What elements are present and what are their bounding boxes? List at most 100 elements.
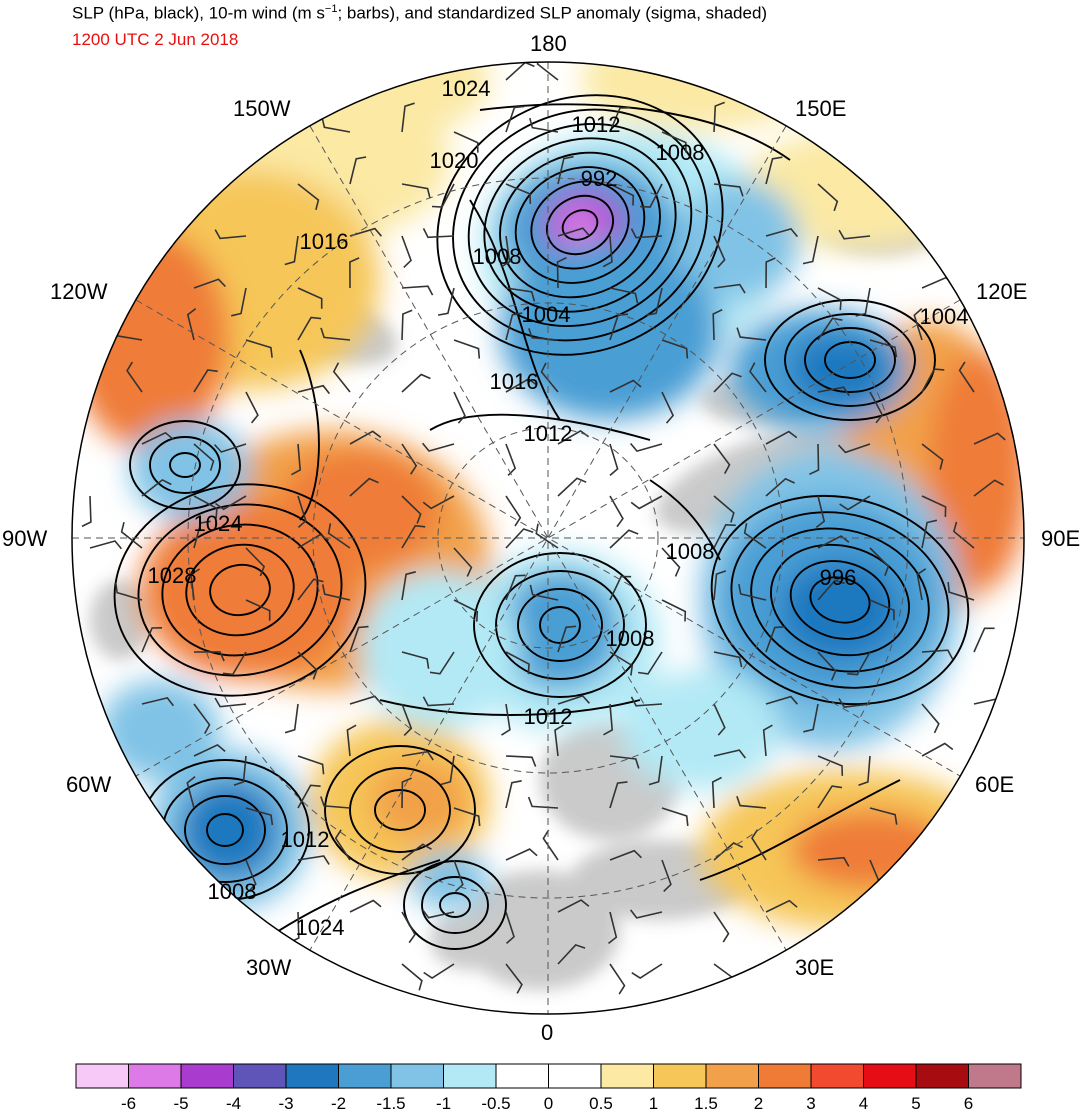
contour-label: 1020 <box>430 148 479 173</box>
wind-barb <box>401 911 416 944</box>
valid-time: 1200 UTC 2 Jun 2018 <box>72 30 239 49</box>
contour-labels: 1024 1020 1016 1012 1008 992 1008 1004 1016 1012 1… <box>148 76 969 940</box>
wind-barb <box>637 651 663 675</box>
wind-barb <box>630 495 663 510</box>
colorbar-box <box>915 1063 969 1089</box>
wind-barb <box>609 443 619 477</box>
wind-barb <box>921 703 940 734</box>
wind-barb <box>349 899 382 913</box>
wind-barb <box>838 443 871 454</box>
wind-barb <box>297 651 318 680</box>
lon-label-30w: 30W <box>246 955 292 980</box>
isobar <box>530 180 630 270</box>
contour-label: 1028 <box>148 563 197 588</box>
wind-barb <box>609 651 634 676</box>
wind-barb <box>297 384 331 395</box>
colorbar-box <box>443 1063 497 1089</box>
colorbar-box <box>128 1063 182 1089</box>
colorbar-box <box>653 1063 707 1089</box>
wind-barb <box>609 529 639 549</box>
wind-barb <box>869 339 898 358</box>
wind-barb <box>839 495 871 511</box>
wind-barb <box>713 523 736 549</box>
wind-barb <box>193 369 218 393</box>
wind-barb <box>817 386 850 397</box>
colorbar-tick-label: 5 <box>911 1094 920 1112</box>
anomaly-region <box>180 780 280 880</box>
anomaly-region <box>500 240 720 420</box>
wind-barb <box>629 442 663 453</box>
wind-barb <box>141 697 175 707</box>
wind-barb <box>245 859 257 892</box>
wind-barb <box>536 62 559 81</box>
isobar <box>161 523 319 657</box>
contour-label: 1008 <box>208 879 257 904</box>
wind-barb <box>640 183 663 208</box>
wind-barb <box>401 963 423 991</box>
isobar <box>517 588 603 662</box>
wind-barb <box>921 519 938 549</box>
contour-label: 1012 <box>524 704 573 729</box>
wind-barb <box>609 313 629 341</box>
contour-label: 1008 <box>606 626 655 651</box>
wind-barb <box>422 495 455 510</box>
wind-barb <box>291 443 302 476</box>
wind-barb <box>609 107 631 133</box>
isobar <box>804 327 896 393</box>
isobar <box>495 570 625 680</box>
colorbar-box <box>233 1063 287 1089</box>
lon-label-0: 0 <box>541 1020 554 1045</box>
colorbar-box <box>705 1063 759 1089</box>
wind-barb <box>631 963 663 980</box>
wind-barb <box>557 694 590 705</box>
lon-label-60e: 60E <box>975 772 1015 797</box>
anomaly-region <box>360 570 520 730</box>
wind-barb <box>505 528 534 549</box>
isobar <box>467 123 693 327</box>
wind-barb <box>186 307 197 341</box>
colorbar-box <box>285 1063 339 1089</box>
contour-label: 1004 <box>522 302 571 327</box>
wind-barb <box>505 963 523 994</box>
contour-label: 1008 <box>473 244 522 269</box>
anomaly-region <box>790 335 890 405</box>
anomaly-region <box>370 760 470 840</box>
wind-barb <box>809 443 820 476</box>
wind-barbs <box>81 62 1006 995</box>
isobar <box>473 552 647 698</box>
isobar <box>149 436 221 494</box>
wind-barb <box>713 283 746 294</box>
wind-barb <box>297 316 322 341</box>
wind-barb <box>401 443 418 475</box>
colorbar-tick-label: -4 <box>226 1094 241 1112</box>
lon-label-150w: 150W <box>233 96 291 121</box>
wind-barb <box>802 235 819 265</box>
wind-barb <box>648 755 663 786</box>
wind-barb <box>661 807 689 826</box>
colorbar-box <box>390 1063 444 1089</box>
wind-barb <box>453 547 473 577</box>
wind-barb <box>869 599 895 621</box>
colorbar-tick-label: -3 <box>278 1094 293 1112</box>
wind-barb <box>751 829 767 861</box>
isobar <box>750 527 930 673</box>
wind-barb <box>334 829 351 861</box>
isobar <box>784 313 916 407</box>
wind-barb <box>505 183 532 204</box>
wind-barb <box>608 911 618 945</box>
wind-barb <box>349 477 379 497</box>
colorbar-tick-label: -1.5 <box>376 1094 405 1112</box>
wind-barb <box>349 227 383 237</box>
wind-barb <box>557 227 591 237</box>
isobar <box>764 299 936 421</box>
isobar <box>439 892 471 918</box>
wind-barb <box>437 287 455 316</box>
isobar <box>710 494 970 706</box>
wind-barb <box>921 742 954 757</box>
wind-barb <box>193 703 211 734</box>
colorbar-tick-label: -5 <box>173 1094 188 1112</box>
wind-barb <box>947 582 975 601</box>
isobar <box>209 563 271 617</box>
